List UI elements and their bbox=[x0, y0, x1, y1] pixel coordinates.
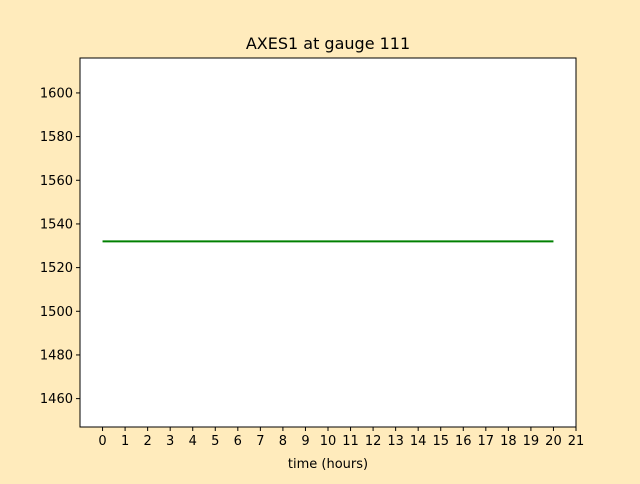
y-tick-label: 1580 bbox=[40, 130, 73, 145]
x-tick-label: 19 bbox=[523, 434, 540, 449]
x-tick-label: 3 bbox=[166, 434, 174, 449]
x-axis: 0 1 2 3 4 5 6 7 8 9 10 11 12 13 14 15 16 17 18 19 20 21 bbox=[98, 427, 584, 449]
x-tick-label: 15 bbox=[432, 434, 449, 449]
x-tick-label: 21 bbox=[568, 434, 585, 449]
y-tick-label: 1520 bbox=[40, 261, 73, 276]
x-tick-label: 6 bbox=[234, 434, 242, 449]
x-tick-label: 5 bbox=[211, 434, 219, 449]
plot-area bbox=[80, 58, 576, 427]
x-tick-label: 18 bbox=[500, 434, 517, 449]
y-tick-label: 1600 bbox=[40, 86, 73, 101]
x-tick-label: 2 bbox=[143, 434, 151, 449]
x-tick-label: 17 bbox=[478, 434, 495, 449]
y-tick-label: 1540 bbox=[40, 217, 73, 232]
x-tick-label: 14 bbox=[410, 434, 427, 449]
y-tick-label: 1460 bbox=[40, 392, 73, 407]
x-tick-label: 4 bbox=[189, 434, 197, 449]
y-tick-label: 1480 bbox=[40, 348, 73, 363]
x-tick-label: 11 bbox=[342, 434, 359, 449]
x-tick-label: 16 bbox=[455, 434, 472, 449]
chart-title: AXES1 at gauge 111 bbox=[246, 34, 410, 53]
x-tick-label: 8 bbox=[279, 434, 287, 449]
y-tick-label: 1560 bbox=[40, 174, 73, 189]
y-axis: 1460 1480 1500 1520 1540 1560 1580 1600 bbox=[40, 86, 80, 407]
x-tick-label: 7 bbox=[256, 434, 264, 449]
x-tick-label: 0 bbox=[98, 434, 106, 449]
x-tick-label: 10 bbox=[320, 434, 337, 449]
y-tick-label: 1500 bbox=[40, 305, 73, 320]
x-tick-label: 1 bbox=[121, 434, 129, 449]
x-tick-label: 12 bbox=[365, 434, 382, 449]
x-tick-label: 9 bbox=[301, 434, 309, 449]
x-tick-label: 20 bbox=[545, 434, 562, 449]
x-axis-label: time (hours) bbox=[288, 457, 368, 472]
x-tick-label: 13 bbox=[387, 434, 404, 449]
